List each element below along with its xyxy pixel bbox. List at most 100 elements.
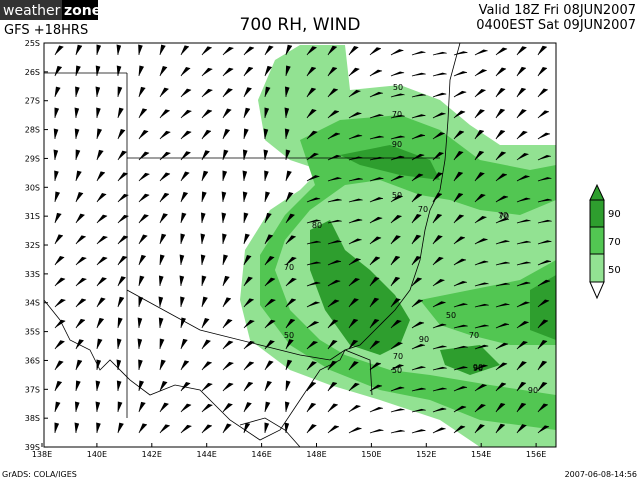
wind-barb <box>201 296 208 308</box>
wind-barb <box>474 88 486 98</box>
wind-barb <box>74 422 80 434</box>
wind-barbs <box>53 44 552 434</box>
wind-barb <box>348 46 359 56</box>
wind-barb <box>453 280 467 287</box>
wind-barb <box>453 236 465 245</box>
wind-barb <box>243 128 249 140</box>
wind-barb <box>285 298 296 308</box>
wind-barb <box>369 256 381 266</box>
wind-barb <box>369 156 384 161</box>
wind-barb <box>201 424 212 434</box>
wind-barb <box>411 153 425 161</box>
wind-barb <box>306 240 321 245</box>
wind-barb <box>54 340 65 350</box>
wind-barb <box>159 254 165 266</box>
wind-barb <box>75 192 84 203</box>
wind-barb <box>390 429 405 434</box>
wind-barb <box>138 380 144 392</box>
wind-barb <box>285 277 297 287</box>
wind-barb <box>200 254 206 266</box>
wind-barb <box>537 177 552 182</box>
wind-barb <box>74 401 80 413</box>
contour-label: 80 <box>312 221 322 230</box>
wind-barb <box>390 276 400 287</box>
wind-barb <box>222 233 227 245</box>
wind-barb <box>138 44 143 56</box>
wind-barb <box>95 86 101 98</box>
wind-barb <box>75 149 81 161</box>
wind-barb <box>453 258 467 266</box>
wind-barb <box>306 109 317 119</box>
wind-barb <box>285 380 291 392</box>
wind-barb <box>117 150 127 161</box>
wind-barb <box>285 235 296 245</box>
wind-barb <box>369 216 383 224</box>
wind-barb <box>453 51 468 56</box>
lat-label: 30S <box>25 183 40 192</box>
wind-barb <box>96 317 104 329</box>
wind-barb <box>117 296 125 308</box>
wind-barb <box>75 44 83 56</box>
wind-barb <box>453 71 468 77</box>
wind-barb <box>495 261 510 266</box>
wind-barb <box>390 195 403 203</box>
wind-barb <box>348 198 363 203</box>
wind-barb <box>495 362 508 371</box>
wind-barb <box>537 45 547 56</box>
wind-barb <box>432 112 446 119</box>
wind-barb <box>327 110 339 119</box>
wind-barb <box>306 175 320 182</box>
wind-barb <box>348 361 359 371</box>
wind-barb <box>264 298 276 308</box>
wind-barb <box>159 359 166 371</box>
wind-barb <box>411 114 426 119</box>
wind-barb <box>201 67 213 77</box>
wind-barb <box>221 212 227 224</box>
contour-label: 70 <box>418 205 428 214</box>
wind-barb <box>327 319 339 329</box>
lat-label: 39S <box>25 443 40 452</box>
wind-barb <box>95 65 101 77</box>
wind-barb <box>243 381 253 392</box>
wind-barb <box>75 359 83 371</box>
wind-barb <box>432 427 446 434</box>
wind-barb <box>537 360 547 371</box>
wind-barb <box>306 340 318 350</box>
lon-label: 152E <box>416 450 436 459</box>
wind-barb <box>306 424 317 434</box>
wind-barb <box>201 318 210 329</box>
wind-barb <box>453 130 465 140</box>
wind-barb <box>138 86 146 98</box>
wind-barb <box>348 67 360 77</box>
wind-barb <box>264 107 269 119</box>
wind-barb <box>116 338 122 350</box>
wind-barb <box>390 93 405 98</box>
wind-barb <box>138 151 150 161</box>
wind-barb <box>516 197 531 203</box>
wind-barb <box>138 423 147 434</box>
wind-barb <box>453 214 464 224</box>
wind-barb <box>221 191 227 203</box>
wind-barb <box>53 128 59 140</box>
wind-barb <box>327 198 342 203</box>
lon-label: 144E <box>197 450 217 459</box>
wind-barb <box>180 382 191 392</box>
wind-barb <box>516 152 529 161</box>
wind-barb <box>369 340 380 350</box>
wind-barb <box>285 359 292 371</box>
contour-label: 70 <box>498 211 508 220</box>
map-title: 700 RH, WIND <box>240 15 361 35</box>
wind-barb <box>432 72 447 77</box>
contour-label: 70 <box>392 110 402 119</box>
wind-barb <box>474 193 486 203</box>
wind-barb <box>222 403 233 413</box>
legend-label: 50 <box>608 265 621 276</box>
wind-barb <box>432 192 442 203</box>
wind-barb <box>159 172 171 182</box>
wind-barb <box>222 319 233 329</box>
wind-barb <box>474 49 488 56</box>
wind-barb <box>327 88 338 98</box>
wind-barb <box>306 219 321 224</box>
lon-label: 140E <box>87 450 107 459</box>
